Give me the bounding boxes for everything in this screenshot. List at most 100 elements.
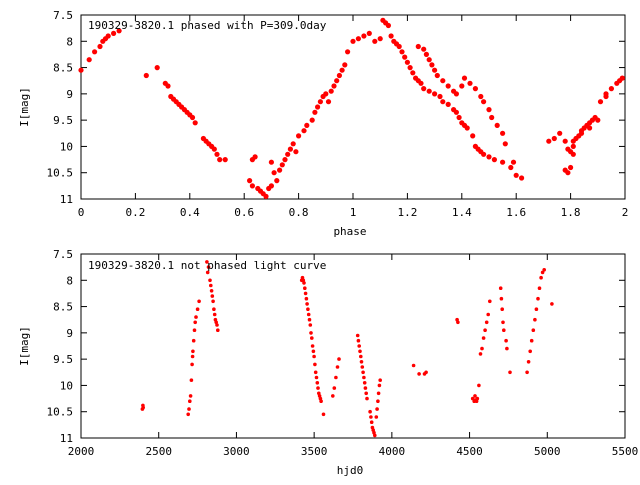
phased-x-tick-label: 0.4 <box>180 206 200 219</box>
unphased-data-point <box>303 286 307 291</box>
unphased-data-point <box>456 320 460 325</box>
unphased-y-tick-label: 10 <box>60 379 73 392</box>
unphased-data-point <box>310 336 314 340</box>
phased-data-point <box>296 133 302 139</box>
phased-data-point <box>92 49 98 55</box>
unphased-data-point <box>317 394 322 398</box>
phased-data-point <box>143 72 149 79</box>
phased-data-point <box>277 167 283 173</box>
unphased-data-point <box>534 307 539 312</box>
phased-data-point <box>500 159 506 165</box>
unphased-data-point <box>214 320 218 325</box>
phased-data-point <box>597 99 604 105</box>
unphased-data-point <box>188 399 192 404</box>
unphased-data-point <box>319 399 323 404</box>
phased-chart-title: 190329-3820.1 phased with P=309.0day <box>88 19 327 32</box>
phased-data-point <box>421 46 427 52</box>
phased-data-point <box>217 157 223 163</box>
phased-data-point <box>470 133 476 139</box>
phased-data-point <box>502 141 508 147</box>
phased-data-point <box>385 22 391 29</box>
phased-data-point <box>334 78 340 84</box>
unphased-data-point <box>312 354 316 359</box>
unphased-data-point <box>331 394 335 398</box>
phased-axis-ticks: 0 0.2 0.4 0.6 0.8 1 1.2 1.4 1.6 1.8 2 7.5 8 8.5 9 9.5 10… <box>47 9 629 219</box>
phased-y-tick-label: 10.5 <box>47 167 74 180</box>
unphased-data-point <box>501 320 505 325</box>
unphased-data-point <box>378 378 383 383</box>
unphased-data-point <box>364 391 369 396</box>
unphased-data-point <box>313 370 318 375</box>
unphased-data-point <box>499 296 504 301</box>
unphased-data-point <box>486 312 491 317</box>
phased-data-point <box>404 59 410 65</box>
phased-data-point <box>453 91 459 97</box>
phased-data-point <box>500 130 506 136</box>
phased-data-point <box>491 157 497 163</box>
phased-data-point <box>551 135 557 142</box>
phased-x-tick-label: 2 <box>622 206 629 219</box>
phased-data-point <box>570 143 576 149</box>
unphased-data-point <box>359 354 363 359</box>
unphased-data-point <box>475 396 480 401</box>
unphased-data-point <box>369 420 374 425</box>
unphased-x-tick-label: 2000 <box>68 445 95 458</box>
phased-data-point <box>86 57 92 63</box>
phased-y-tick-label: 8.5 <box>53 62 73 75</box>
unphased-data-point <box>481 336 486 340</box>
unphased-data-point <box>484 320 489 325</box>
unphased-data-point <box>334 375 338 380</box>
phased-data-point <box>293 149 299 155</box>
unphased-x-tick-label: 5000 <box>534 445 561 458</box>
phased-data-point <box>608 86 615 92</box>
unphased-data-point <box>195 307 200 312</box>
phased-data-point <box>339 67 345 73</box>
unphased-data-point <box>362 381 367 385</box>
unphased-data-point <box>369 415 373 419</box>
phased-data-point <box>513 172 519 178</box>
unphased-data-point <box>309 331 313 335</box>
phased-data-point <box>587 125 593 131</box>
phased-data-point <box>252 154 258 160</box>
unphased-data-points <box>140 260 554 438</box>
phased-data-point <box>456 114 462 121</box>
unphased-data-point <box>424 370 428 375</box>
phased-y-axis-label: I[mag] <box>18 87 31 127</box>
phased-data-point <box>510 159 517 165</box>
unphased-data-point <box>209 289 214 293</box>
phased-data-point <box>97 43 103 50</box>
phased-y-tick-label: 9 <box>66 88 73 101</box>
unphased-data-point <box>315 381 320 385</box>
unphased-data-point <box>313 362 317 367</box>
unphased-data-point <box>363 386 368 390</box>
unphased-data-point <box>372 430 376 435</box>
phased-data-point <box>467 80 473 86</box>
phased-data-point <box>350 38 356 44</box>
phased-data-point <box>325 99 332 105</box>
phased-data-point <box>481 99 487 105</box>
phased-data-point <box>116 28 122 34</box>
unphased-data-point <box>542 268 546 272</box>
phased-data-point <box>453 109 459 115</box>
unphased-data-point <box>302 281 306 285</box>
unphased-data-point <box>321 412 326 417</box>
unphased-data-point <box>208 278 212 283</box>
phased-y-tick-label: 7.5 <box>53 9 73 22</box>
phased-data-point <box>268 159 274 165</box>
unphased-data-point <box>190 354 195 359</box>
phased-data-point <box>494 122 500 128</box>
unphased-data-point <box>377 383 382 388</box>
unphased-data-point <box>483 328 487 333</box>
phased-data-point <box>315 104 321 110</box>
phased-data-point <box>271 170 277 176</box>
phased-data-point <box>565 170 571 176</box>
phased-data-point <box>396 43 402 50</box>
unphased-data-point <box>206 265 211 269</box>
unphased-data-point <box>191 349 195 354</box>
unphased-data-point <box>209 283 213 288</box>
unphased-y-tick-label: 11 <box>60 432 73 445</box>
phased-data-point <box>445 101 451 107</box>
phased-data-point <box>388 33 394 39</box>
